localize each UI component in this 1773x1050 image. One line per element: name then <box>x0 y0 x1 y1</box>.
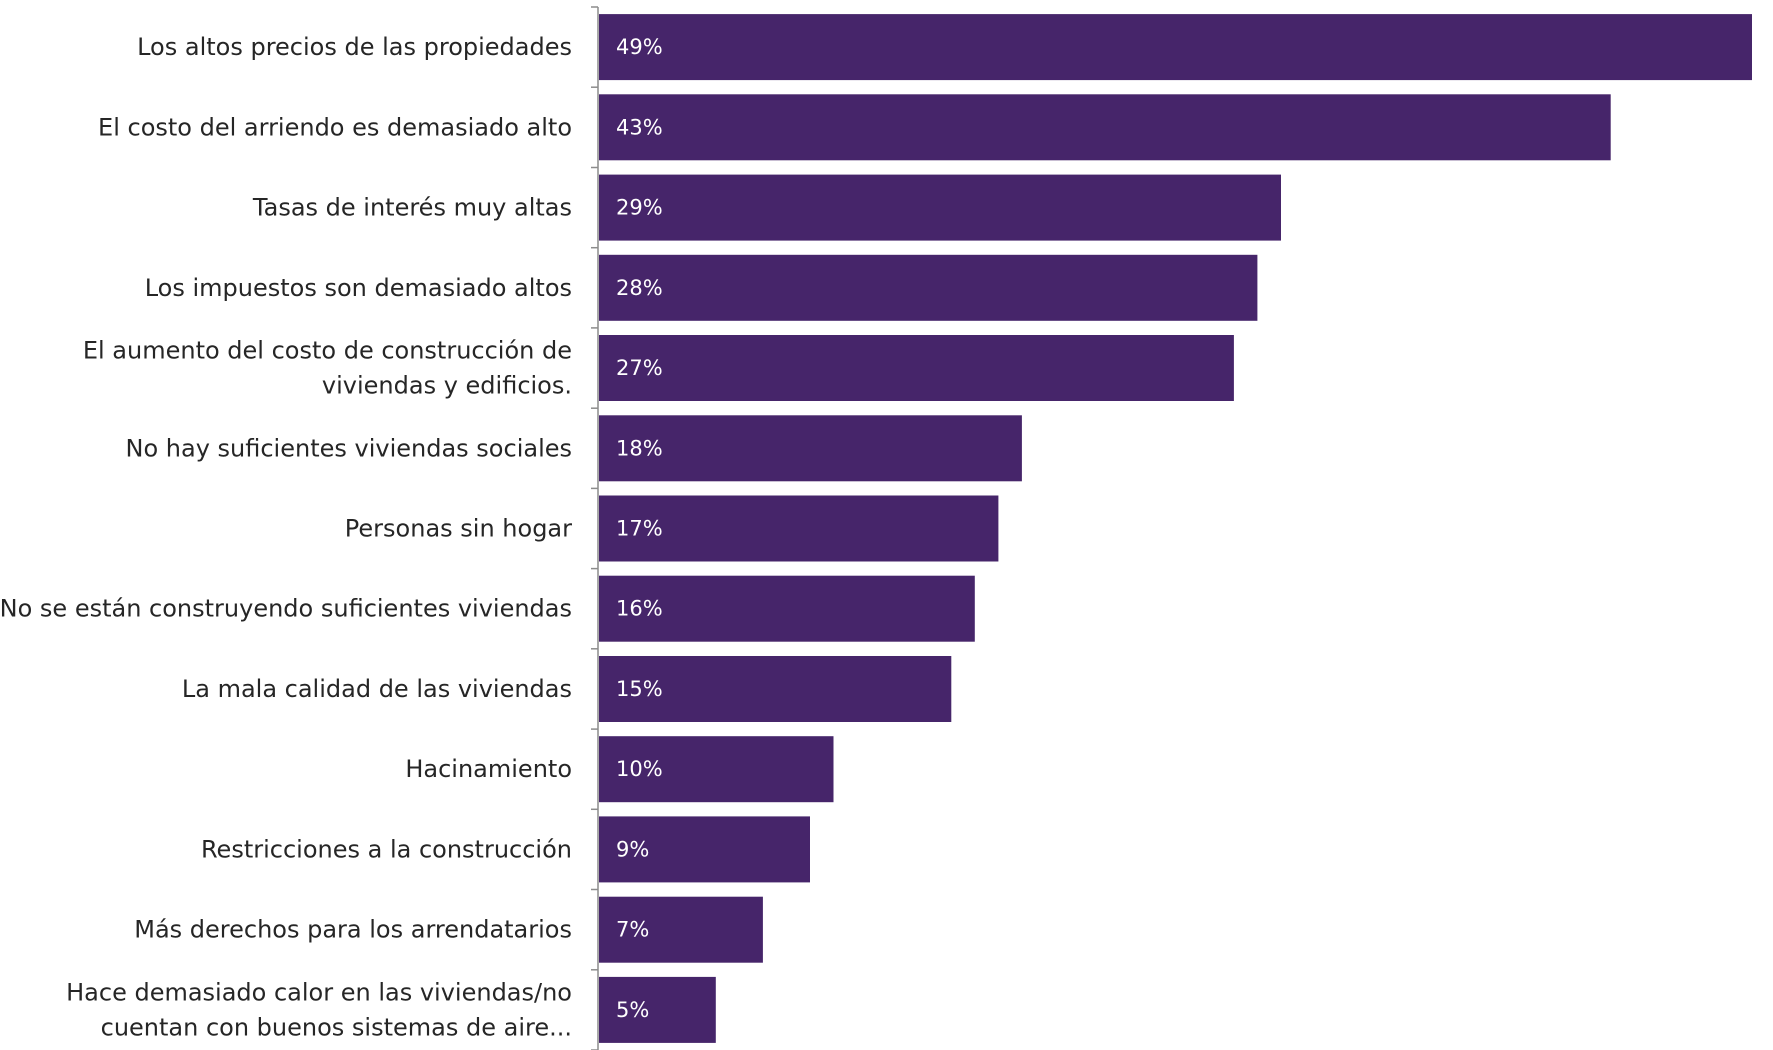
bar-value-label: 49% <box>616 35 663 59</box>
category-label-line: Más derechos para los arrendatarios <box>134 916 572 944</box>
category-label-line: Personas sin hogar <box>345 515 572 543</box>
category-label-line: Los altos precios de las propiedades <box>137 33 572 61</box>
bar-value-label: 18% <box>616 436 663 460</box>
category-label: No hay suficientes viviendas sociales <box>126 434 572 462</box>
bar <box>599 896 763 963</box>
bar <box>599 816 810 883</box>
category-label-line: No se están construyendo suficientes viv… <box>0 595 572 623</box>
bar-value-label: 5% <box>616 998 649 1022</box>
bar-value-label: 27% <box>616 356 663 380</box>
bar <box>599 415 1022 482</box>
category-label: Los altos precios de las propiedades <box>137 33 572 61</box>
category-label: La mala calidad de las viviendas <box>182 675 572 703</box>
bar-value-label: 43% <box>616 115 663 139</box>
category-labels-layer: Los altos precios de las propiedades El c… <box>0 33 572 1041</box>
category-label-line: Restricciones a la construcción <box>201 835 572 863</box>
bar <box>599 656 952 722</box>
category-label: El costo del arriendo es demasiado alto <box>98 113 572 141</box>
bar <box>599 976 716 1043</box>
bar-value-label: 17% <box>616 517 663 541</box>
category-label: Más derechos para los arrendatarios <box>134 916 572 944</box>
bar <box>599 575 975 642</box>
bar-value-label: 9% <box>616 837 649 861</box>
bar-value-label: 16% <box>616 597 663 621</box>
bar-value-label: 7% <box>616 918 649 942</box>
category-label-line: Los impuestos son demasiado altos <box>145 274 572 302</box>
category-label: Hacinamiento <box>405 755 572 783</box>
category-label-line: cuentan con buenos sistemas de aire... <box>101 1013 572 1041</box>
category-label-line: Hace demasiado calor en las viviendas/no <box>66 978 572 1006</box>
bar <box>599 254 1258 321</box>
bar <box>599 736 834 803</box>
bar-value-label: 28% <box>616 276 663 300</box>
category-label: No se están construyendo suficientes viv… <box>0 595 572 623</box>
bar <box>599 174 1281 241</box>
category-label-line: viviendas y edificios. <box>322 372 572 400</box>
category-label: Hace demasiado calor en las viviendas/no… <box>66 978 572 1041</box>
category-label: Tasas de interés muy altas <box>252 194 572 222</box>
bar-value-label: 15% <box>616 677 663 701</box>
bar <box>599 94 1611 161</box>
category-axis <box>591 6 599 1050</box>
bar <box>599 495 999 562</box>
category-label: Los impuestos son demasiado altos <box>145 274 572 302</box>
category-label-line: La mala calidad de las viviendas <box>182 675 572 703</box>
category-label: Restricciones a la construcción <box>201 835 572 863</box>
bar <box>599 14 1752 81</box>
category-label-line: Tasas de interés muy altas <box>252 194 572 222</box>
bar-value-label: 29% <box>616 196 663 220</box>
category-label-line: Hacinamiento <box>405 755 572 783</box>
bar-value-label: 10% <box>616 757 663 781</box>
category-label-line: No hay suficientes viviendas sociales <box>126 434 572 462</box>
category-label-line: El costo del arriendo es demasiado alto <box>98 113 572 141</box>
category-label-line: El aumento del costo de construcción de <box>83 337 572 365</box>
bars-layer: 49% 43% 29% 28% 27% 18% 17% 16% 15% 10% 9% 7% 5% <box>599 14 1752 1043</box>
bar <box>599 335 1234 401</box>
category-label: El aumento del costo de construcción de v… <box>83 337 572 400</box>
category-label: Personas sin hogar <box>345 515 572 543</box>
